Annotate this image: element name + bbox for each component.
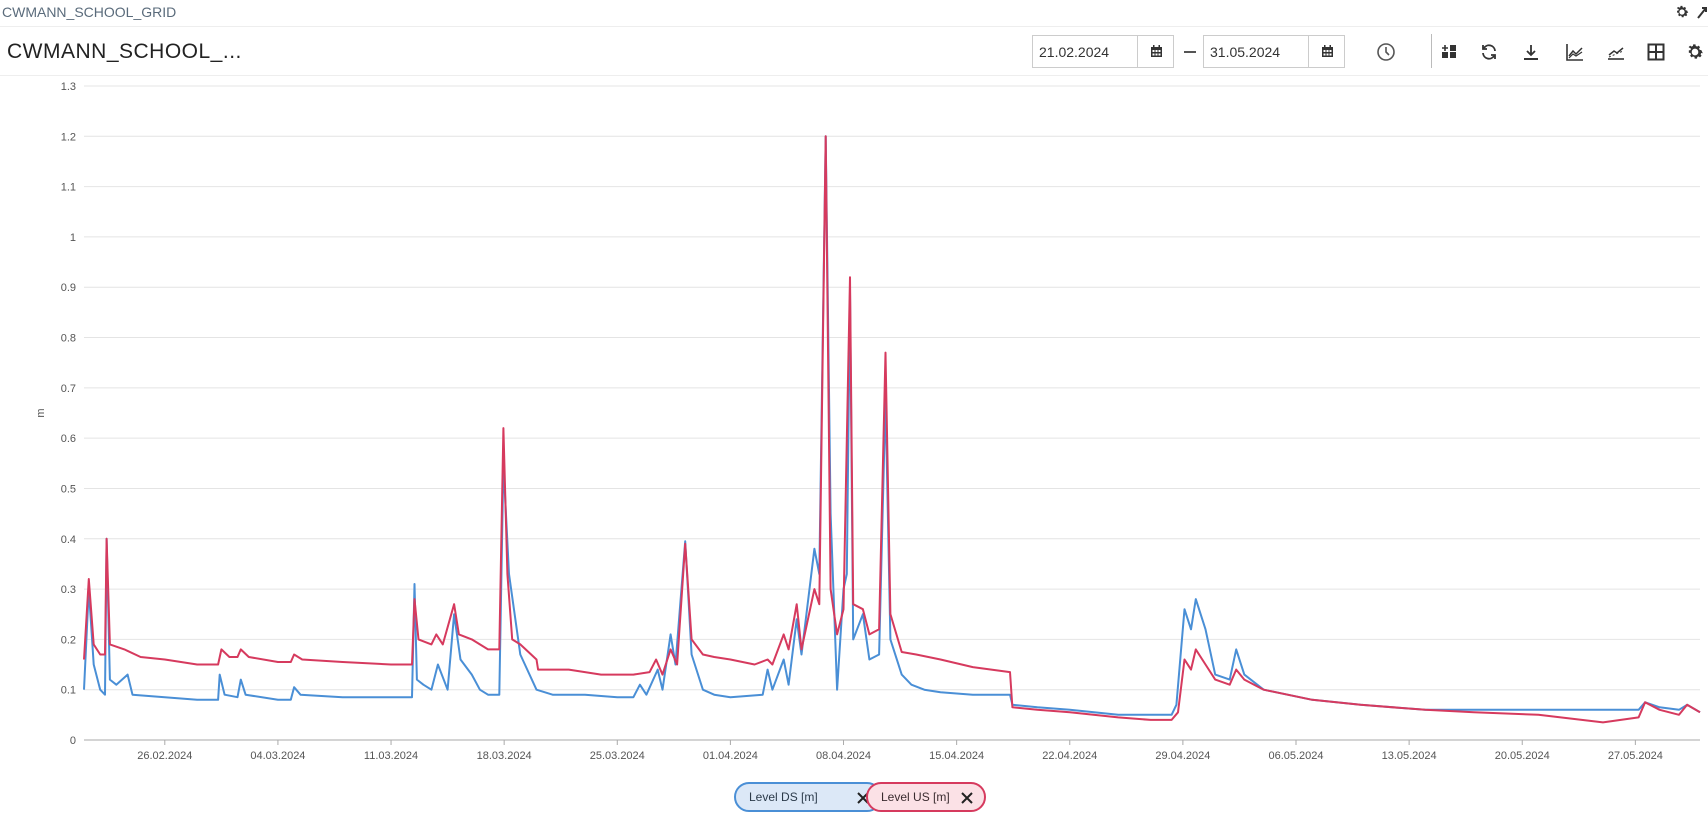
line-chart-button[interactable] (1562, 39, 1588, 65)
chart-series (83, 135, 1701, 724)
download-icon (1524, 45, 1538, 60)
x-tick-label: 20.05.2024 (1495, 750, 1550, 762)
x-tick-label: 29.04.2024 (1155, 750, 1210, 762)
y-tick-label: 0.2 (61, 634, 76, 646)
table-icon (1647, 43, 1665, 61)
x-tick-label: 08.04.2024 (816, 750, 871, 762)
y-tick-label: 0.6 (61, 433, 76, 445)
trend-button[interactable] (1603, 39, 1629, 65)
y-axis-label: m (35, 408, 47, 417)
x-tick-label: 27.05.2024 (1608, 750, 1663, 762)
close-icon[interactable] (960, 791, 974, 808)
chart-gridlines (84, 85, 1700, 741)
y-tick-label: 0.5 (61, 483, 76, 495)
gear-icon[interactable] (1674, 4, 1690, 25)
date-range-separator (1184, 51, 1196, 53)
x-tick-label: 06.05.2024 (1268, 750, 1323, 762)
x-tick-label: 22.04.2024 (1042, 750, 1097, 762)
level-chart[interactable]: 0 0.1 0.2 0.3 0.4 0.5 0.6 0.7 0.8 0.9 1 1.1 1.2 1.3 m… (0, 76, 1708, 776)
y-tick-label: 1.2 (61, 131, 76, 143)
window-titlebar: CWMANN_SCHOOL_GRID (0, 0, 1708, 27)
calendar-to-button[interactable] (1308, 36, 1345, 67)
x-tick-label: 11.03.2024 (364, 750, 418, 762)
settings-button[interactable] (1682, 39, 1708, 65)
legend-item-level-ds[interactable]: Level DS [m] (734, 782, 882, 812)
calendar-from-button[interactable] (1137, 36, 1174, 67)
date-from-picker (1032, 35, 1174, 68)
series-line-level-ds[interactable] (83, 135, 1701, 716)
y-tick-label: 1.1 (61, 182, 76, 194)
trend-icon (1608, 47, 1624, 60)
y-tick-label: 0.8 (61, 333, 76, 345)
history-button[interactable] (1373, 39, 1399, 65)
y-tick-label: 0.9 (61, 282, 76, 294)
y-tick-label: 0.7 (61, 383, 76, 395)
y-tick-label: 1 (70, 232, 76, 244)
y-tick-label: 1.3 (61, 81, 76, 93)
add-widget-button[interactable] (1436, 39, 1462, 65)
toolbar-divider (1431, 34, 1432, 68)
series-line-level-us[interactable] (83, 135, 1701, 724)
refresh-icon (1482, 44, 1496, 60)
x-tick-label: 26.02.2024 (137, 750, 192, 762)
y-tick-label: 0.4 (61, 534, 76, 546)
y-tick-label: 0 (70, 735, 76, 747)
legend-label: Level DS [m] (749, 790, 818, 804)
calendar-icon (1150, 45, 1162, 57)
x-tick-label: 04.03.2024 (250, 750, 305, 762)
download-button[interactable] (1518, 39, 1544, 65)
legend-item-level-us[interactable]: Level US [m] (866, 782, 986, 812)
x-tick-label: 13.05.2024 (1382, 750, 1437, 762)
calendar-icon (1321, 45, 1333, 57)
y-tick-label: 0.1 (61, 685, 76, 697)
window-title: CWMANN_SCHOOL_GRID (2, 4, 177, 20)
x-tick-label: 25.03.2024 (590, 750, 645, 762)
date-from-input[interactable] (1033, 36, 1137, 67)
y-tick-label: 0.3 (61, 584, 76, 596)
x-tick-label: 18.03.2024 (477, 750, 532, 762)
expand-icon[interactable] (1696, 4, 1708, 25)
x-tick-label: 15.04.2024 (929, 750, 984, 762)
page-header: CWMANN_SCHOOL_... (0, 27, 1708, 76)
x-tick-label: 01.04.2024 (703, 750, 758, 762)
history-icon (1377, 43, 1395, 61)
y-axis: 0 0.1 0.2 0.3 0.4 0.5 0.6 0.7 0.8 0.9 1 1.1 1.2 1.3 (61, 81, 76, 747)
table-button[interactable] (1643, 39, 1669, 65)
page-title: CWMANN_SCHOOL_... (7, 40, 242, 63)
settings-icon (1688, 44, 1703, 59)
refresh-button[interactable] (1476, 39, 1502, 65)
date-to-input[interactable] (1204, 36, 1308, 67)
date-to-picker (1203, 35, 1345, 68)
add-widget-icon (1442, 45, 1456, 58)
x-axis: 26.02.2024 04.03.2024 11.03.2024 18.03.2024… (137, 740, 1663, 762)
line-chart-icon (1566, 44, 1583, 61)
legend-label: Level US [m] (881, 790, 950, 804)
